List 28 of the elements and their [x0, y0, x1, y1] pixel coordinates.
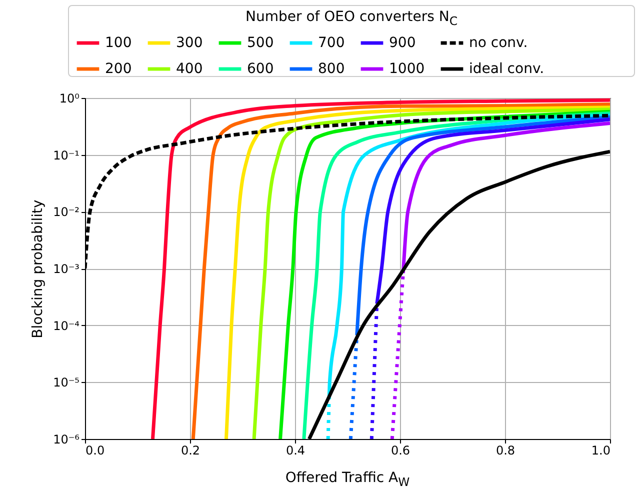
- legend-label: ideal conv.: [469, 61, 544, 77]
- x-tick-label: 0.4: [286, 444, 306, 458]
- y-axis-title: Blocking probability: [30, 200, 46, 338]
- y-tick-label: 10⁻¹: [53, 148, 80, 162]
- legend-label: 900: [389, 35, 416, 51]
- legend-label: 500: [247, 35, 274, 51]
- legend-label: 1000: [389, 61, 425, 77]
- y-tick-label: 10⁰: [59, 92, 80, 106]
- legend-label: 400: [176, 61, 203, 77]
- legend-label: 100: [105, 35, 132, 51]
- x-tick-label: 1.0: [591, 444, 610, 458]
- legend-label: 300: [176, 35, 203, 51]
- legend-label: 200: [105, 61, 132, 77]
- y-tick-label: 10⁻²: [53, 205, 80, 220]
- x-tick-label: 0.8: [496, 444, 516, 458]
- y-tick-label: 10⁻⁴: [53, 318, 80, 333]
- x-tick-label: 0.6: [390, 444, 410, 458]
- legend-label: 800: [318, 61, 345, 77]
- legend-label: 600: [247, 61, 274, 77]
- legend-label: 700: [318, 35, 345, 51]
- legend-title: Number of OEO converters N$_{C}$: [244, 9, 458, 28]
- x-tick-label: 0.0: [86, 444, 105, 458]
- y-tick-label: 10⁻³: [53, 262, 80, 276]
- y-tick-label: 10⁻⁵: [53, 376, 80, 390]
- x-tick-label: 0.2: [180, 444, 200, 458]
- legend-label: no conv.: [469, 35, 528, 51]
- y-tick-label: 10⁻⁶: [53, 432, 80, 446]
- x-axis-title: Offered Traffic A$_{W}$: [284, 470, 411, 489]
